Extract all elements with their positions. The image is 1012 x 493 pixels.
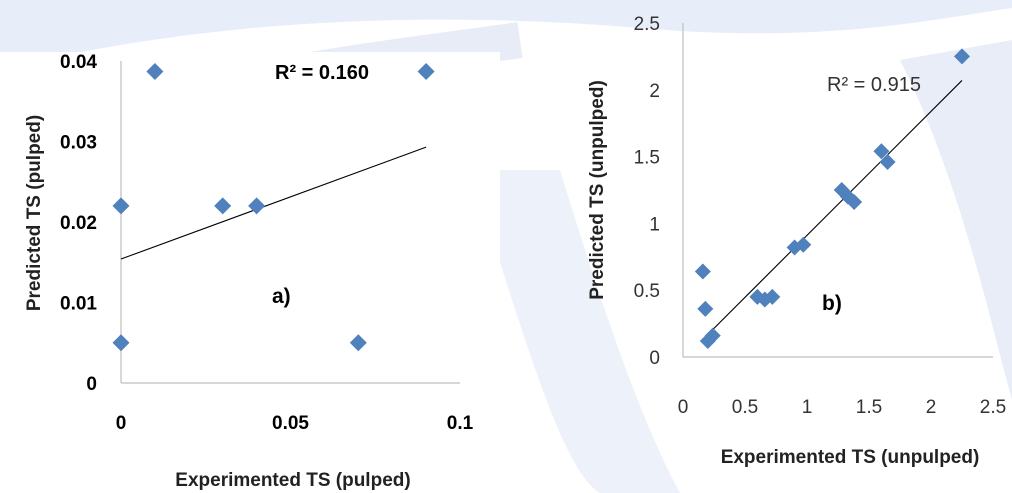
chart-b-r2-annotation: R² = 0.915 — [827, 74, 921, 96]
chart-b-data-point — [704, 327, 721, 344]
chart-b-x-axis-title: Experimented TS (unpulped) — [721, 447, 980, 468]
chart-a-trendline-group — [120, 146, 427, 260]
chart-b-x-tick-label: 1.5 — [856, 397, 882, 418]
chart-b-data-point — [694, 263, 711, 280]
chart-a-y-tick-label: 0.04 — [60, 52, 97, 73]
chart-b-axes — [682, 23, 993, 358]
chart-a-data-point — [417, 62, 435, 80]
chart-a-r2-annotation: R² = 0.160 — [275, 62, 369, 84]
chart-a-trendline — [120, 146, 427, 260]
chart-a-x-tick-label: 0.1 — [447, 413, 474, 434]
chart-b-x-tick-label: 0.5 — [732, 397, 758, 418]
chart-b-x-tick-label: 0 — [678, 397, 689, 418]
chart-b-y-ticks: 0 0.5 1 1.5 2 2.5 — [634, 14, 660, 369]
chart-a-data-point — [214, 197, 232, 215]
chart-b-x-tick-label: 2.5 — [980, 397, 1006, 418]
chart-a-y-tick-label: 0.03 — [60, 133, 97, 154]
chart-a-y-ticks: 0 0.01 0.02 0.03 0.04 — [60, 52, 97, 395]
chart-a-y-tick-label: 0.02 — [60, 213, 97, 234]
chart-a-panel-label: a) — [272, 285, 291, 308]
chart-a-data-point — [248, 197, 266, 215]
chart-b-data-point — [954, 48, 970, 65]
chart-b-y-tick-label: 0 — [649, 348, 660, 369]
chart-b-trendline-group — [704, 80, 963, 338]
chart-a-x-axis-title: Experimented TS (pulped) — [175, 470, 410, 491]
chart-b-x-tick-label: 2 — [926, 397, 937, 418]
chart-a-background — [0, 52, 500, 493]
chart-a-data-point — [112, 197, 130, 215]
chart-b-data-point — [764, 288, 781, 305]
chart-b-x-ticks: 0 0.5 1 1.5 2 2.5 — [678, 397, 1007, 418]
chart-a-y-tick-label: 0 — [86, 374, 97, 395]
chart-a-axes — [120, 61, 460, 384]
chart-a-points — [112, 62, 435, 352]
chart-b-y-tick-label: 1.5 — [634, 148, 660, 169]
chart-b-data-point — [846, 194, 863, 211]
chart-a-data-point — [146, 62, 164, 80]
chart-b-data-point — [873, 143, 890, 160]
chart-b-y-tick-label: 2.5 — [634, 14, 660, 35]
chart-a-y-axis-title: Predicted TS (pulped) — [24, 115, 45, 311]
chart-b-y-tick-label: 1 — [649, 214, 660, 235]
chart-b-y-tick-label: 2 — [649, 81, 660, 102]
chart-b-data-point — [879, 153, 896, 170]
chart-b-panel-label: b) — [822, 292, 842, 315]
chart-a-x-tick-label: 0.05 — [272, 413, 309, 434]
chart-b-points — [694, 48, 970, 349]
chart-a-x-tick-label: 0 — [116, 413, 127, 434]
chart-b-data-point — [795, 236, 812, 253]
chart-a-x-ticks: 0 0.05 0.1 — [116, 413, 474, 434]
chart-b-y-axis-title: Predicted TS (unpulped) — [587, 80, 608, 300]
chart-b-y-tick-label: 0.5 — [634, 281, 660, 302]
chart-a-y-tick-label: 0.01 — [60, 294, 97, 315]
chart-b-x-tick-label: 1 — [802, 397, 813, 418]
chart-b-trendline — [704, 80, 963, 338]
chart-b-data-point — [697, 300, 714, 317]
chart-a-data-point — [349, 334, 367, 352]
chart-a-data-point — [112, 334, 130, 352]
